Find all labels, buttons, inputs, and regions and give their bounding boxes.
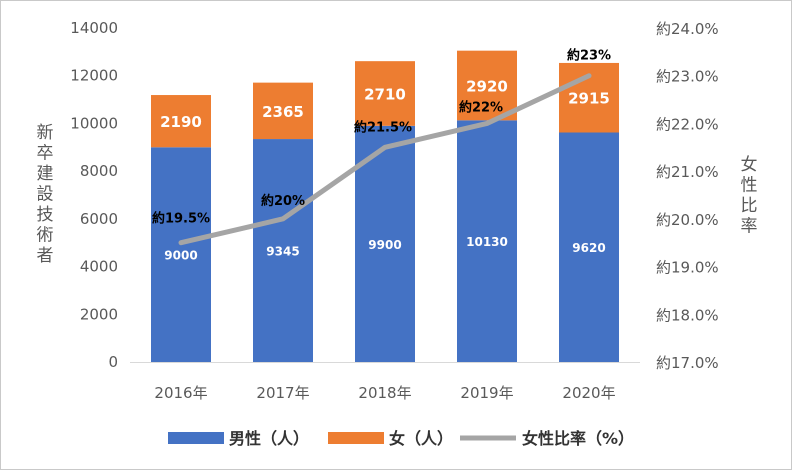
x-tick-label: 2017年 bbox=[256, 384, 309, 402]
y2-tick-label: 約22.0% bbox=[656, 115, 719, 133]
ratio-line bbox=[178, 73, 592, 246]
bar-male-value-label: 9620 bbox=[572, 241, 605, 255]
bar-male bbox=[151, 147, 211, 362]
y-tick-label: 10000 bbox=[70, 114, 118, 132]
bar-male-value-label: 9345 bbox=[266, 245, 299, 259]
bar-female-value-label: 2920 bbox=[466, 77, 508, 95]
bar-female bbox=[151, 95, 211, 148]
bar-male bbox=[559, 132, 619, 362]
y2-tick-label: 約17.0% bbox=[656, 354, 719, 372]
y2-tick-label: 約18.0% bbox=[656, 306, 719, 324]
y-tick-label: 14000 bbox=[70, 19, 118, 37]
bar-female-value-label: 2365 bbox=[262, 103, 304, 121]
legend-label-ratio: 女性比率（%） bbox=[522, 429, 634, 448]
bar-male-value-label: 10130 bbox=[466, 235, 508, 249]
bar-male bbox=[457, 120, 517, 362]
y2-tick-label: 約23.0% bbox=[656, 68, 719, 86]
y-tick-label: 12000 bbox=[70, 67, 118, 85]
ratio-point-label: 約23% bbox=[567, 48, 611, 64]
bar-female bbox=[457, 50, 517, 121]
legend-swatch-male bbox=[168, 432, 224, 444]
legend-label-male: 男性（人） bbox=[229, 429, 309, 448]
bar-female bbox=[253, 82, 313, 140]
bar-male bbox=[355, 125, 415, 362]
ratio-point-label: 約20% bbox=[261, 193, 305, 209]
bar-male-value-label: 9900 bbox=[368, 238, 401, 252]
legend-swatch-female bbox=[328, 432, 384, 444]
ratio-point-label: 約19.5% bbox=[152, 211, 210, 227]
y-axis-title: 新卒建設技術者 bbox=[37, 123, 54, 266]
bar-male bbox=[253, 139, 313, 362]
y-tick-label: 0 bbox=[108, 353, 118, 371]
y-tick-label: 6000 bbox=[80, 210, 118, 228]
bar-female bbox=[355, 61, 415, 126]
ratio-point-label: 約21.5% bbox=[354, 119, 412, 135]
y2-tick-label: 約21.0% bbox=[656, 163, 719, 181]
legend-label-female: 女（人） bbox=[389, 429, 453, 448]
y-tick-label: 2000 bbox=[80, 305, 118, 323]
y2-tick-label: 約20.0% bbox=[656, 211, 719, 229]
y-tick-label: 4000 bbox=[80, 258, 118, 276]
bar-female-value-label: 2190 bbox=[160, 113, 202, 131]
x-tick-label: 2020年 bbox=[562, 384, 615, 402]
bar-female-value-label: 2710 bbox=[364, 85, 406, 103]
ratio-point-label: 約22% bbox=[459, 99, 503, 115]
bar-male-value-label: 9000 bbox=[164, 249, 197, 263]
y2-axis-title: 女性比率 bbox=[741, 155, 758, 237]
x-tick-label: 2016年 bbox=[154, 384, 207, 402]
x-tick-label: 2018年 bbox=[358, 384, 411, 402]
y2-tick-label: 約19.0% bbox=[656, 259, 719, 277]
y2-tick-label: 約24.0% bbox=[656, 20, 719, 38]
y-tick-label: 8000 bbox=[80, 162, 118, 180]
x-tick-label: 2019年 bbox=[460, 384, 513, 402]
bar-female-value-label: 2915 bbox=[568, 90, 610, 108]
